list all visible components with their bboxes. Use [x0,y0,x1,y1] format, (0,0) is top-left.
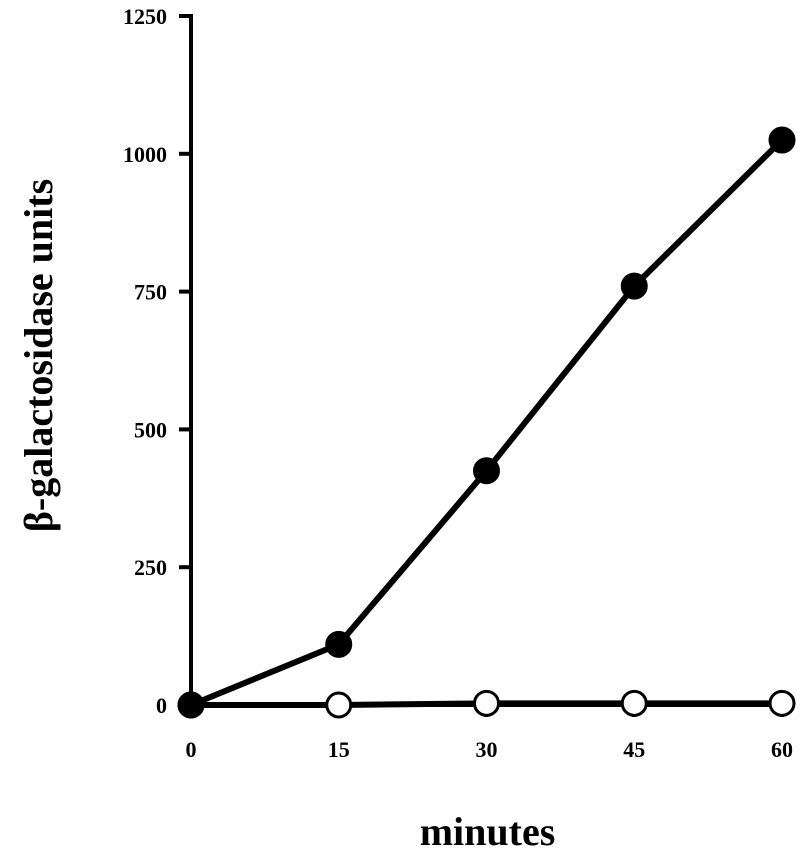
y-tick-label: 1250 [123,4,167,29]
y-tick-label: 750 [134,280,167,305]
data-point [620,272,648,300]
data-point [325,630,353,658]
data-point [768,689,796,717]
x-tick-label: 15 [328,737,350,762]
y-tick-label: 500 [134,417,167,442]
axes [189,14,782,707]
data-point [473,457,500,485]
y-tick-label: 1000 [123,142,167,167]
series-1 [189,137,785,708]
x-tick-label: 45 [623,737,645,762]
series-line [189,137,785,708]
x-tick-label: 0 [186,737,197,762]
y-axis-title: β-galactosidase units [16,179,61,532]
y-tick-label: 0 [156,693,167,718]
series-1-markers [177,126,796,719]
data-point [325,691,353,719]
y-tick-label: 250 [134,555,167,580]
data-point [473,689,500,717]
data-point [620,689,648,717]
data-point [177,691,205,719]
x-tick-label: 30 [476,737,498,762]
data-point [768,126,796,154]
series-layer [177,126,796,719]
x-axis-title: minutes [420,809,556,853]
y-ticks: 0 250 500 750 1000 1250 [123,4,191,718]
x-tick-label: 60 [771,737,793,762]
